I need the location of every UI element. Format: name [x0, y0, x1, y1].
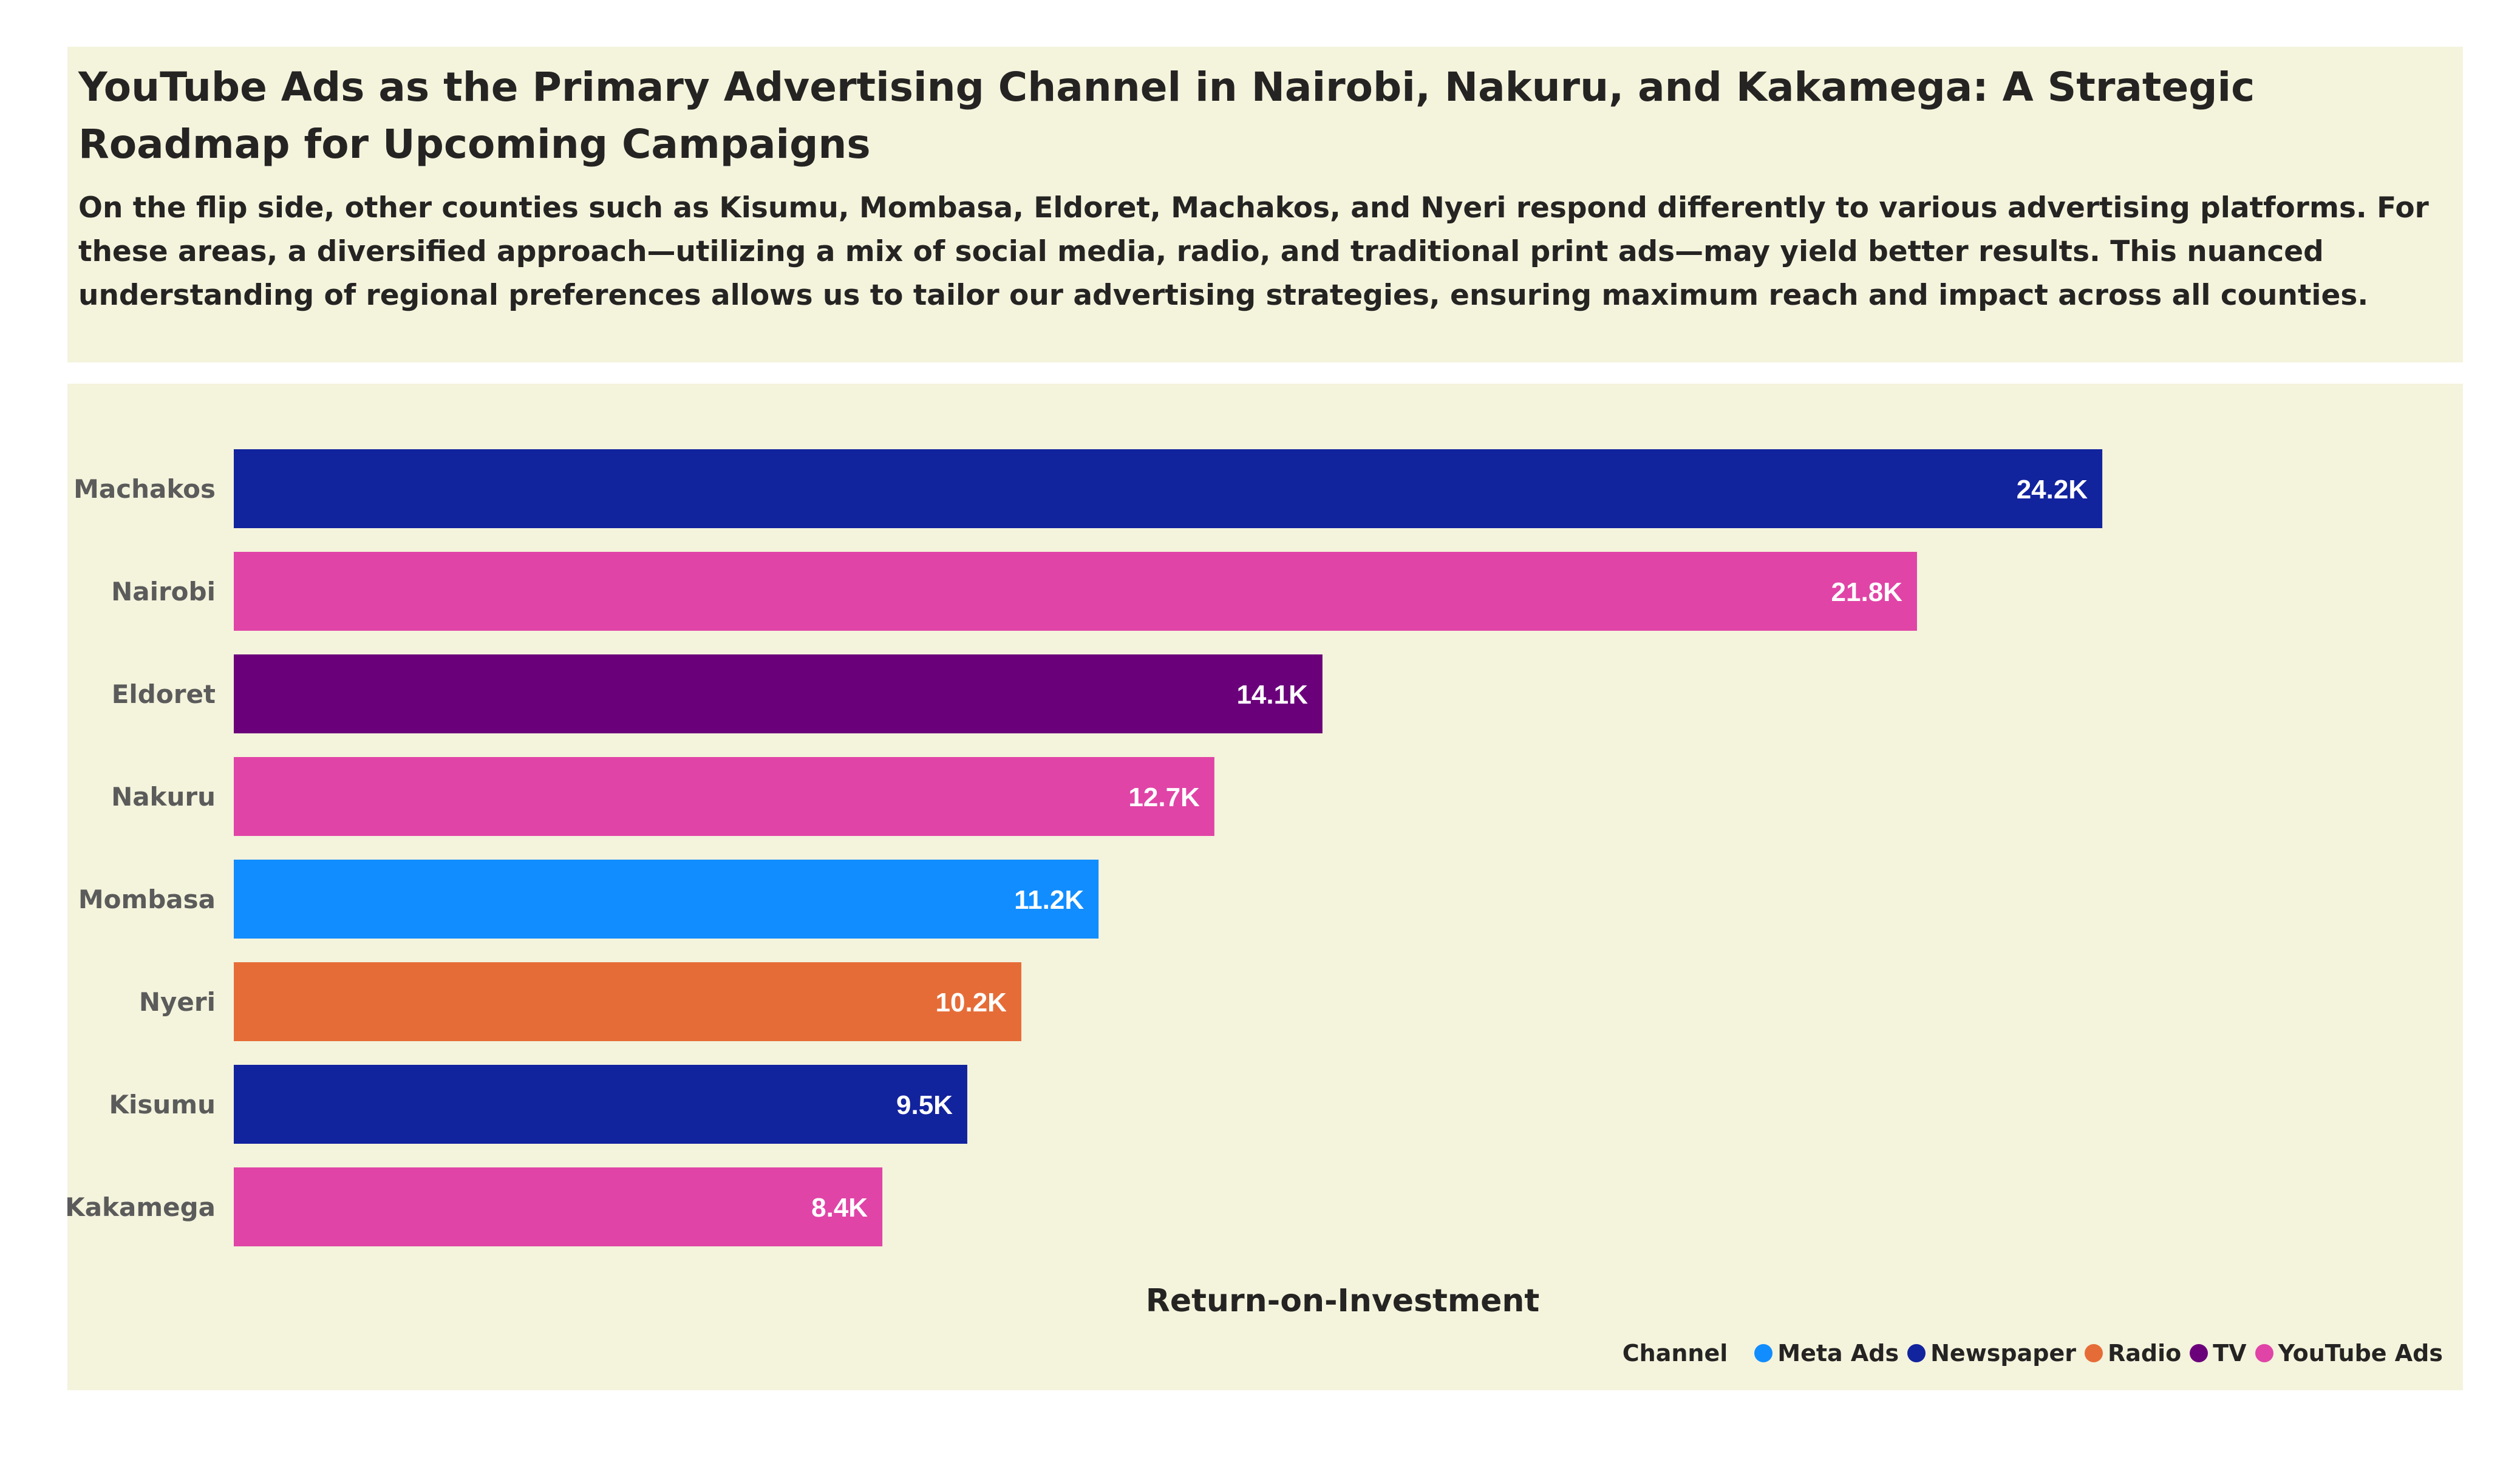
bar-mombasa[interactable] [234, 860, 1099, 939]
legend-label: Radio [2107, 1340, 2182, 1367]
bar-nyeri[interactable] [234, 962, 1021, 1041]
legend-item[interactable]: Radio [2084, 1340, 2182, 1367]
legend-item[interactable]: YouTube Ads [2255, 1340, 2443, 1367]
legend-item[interactable]: Newspaper [1907, 1340, 2076, 1367]
category-label: Nyeri [139, 987, 216, 1017]
data-label: 12.7K [1128, 783, 1200, 812]
bar-kakamega[interactable] [234, 1167, 883, 1246]
legend: Channel Meta Ads Newspaper Radio TV YouTube … [1623, 1340, 2443, 1367]
legend-dot-icon [2084, 1344, 2103, 1362]
data-label: 24.2K [2017, 475, 2088, 504]
data-label: 10.2K [936, 988, 1007, 1017]
bar-machakos[interactable] [234, 449, 2103, 528]
data-label: 9.5K [896, 1090, 953, 1120]
bar-nairobi[interactable] [234, 552, 1917, 631]
legend-label: Meta Ads [1777, 1340, 1899, 1367]
x-axis-title: Return-on-Investment [1146, 1283, 1539, 1319]
data-label: 11.2K [1014, 885, 1084, 915]
category-label: Mombasa [78, 885, 216, 914]
data-label: 21.8K [1831, 577, 1903, 607]
category-label: Kisumu [109, 1090, 216, 1119]
legend-label: Newspaper [1930, 1340, 2076, 1367]
bar-nakuru[interactable] [234, 757, 1214, 836]
category-label: Nairobi [111, 577, 216, 606]
category-label: Kakamega [67, 1192, 216, 1222]
legend-dot-icon [2255, 1344, 2273, 1362]
page-subtitle: On the flip side, other counties such as… [78, 191, 2429, 312]
bar-eldoret[interactable] [234, 654, 1323, 733]
category-label: Eldoret [112, 679, 216, 709]
legend-item[interactable]: Meta Ads [1754, 1340, 1899, 1367]
legend-dot-icon [1907, 1344, 1926, 1362]
data-label: 14.1K [1236, 680, 1308, 710]
legend-dot-icon [1754, 1344, 1773, 1362]
roi-bar-chart: Machakos 24.2K Nairobi 21.8K Eldoret 14.1K Nak… [67, 449, 2103, 1319]
legend-title: Channel [1622, 1340, 1728, 1367]
chart-panel: Machakos 24.2K Nairobi 21.8K Eldoret 14.1K Nak… [67, 384, 2463, 1390]
legend-item[interactable]: TV [2190, 1340, 2247, 1367]
category-label: Nakuru [111, 782, 216, 812]
data-label: 8.4K [811, 1193, 868, 1223]
header-panel: YouTube Ads as the Primary Advertising C… [67, 47, 2463, 362]
bar-kisumu[interactable] [234, 1065, 967, 1144]
category-label: Machakos [73, 474, 216, 504]
legend-dot-icon [2190, 1344, 2208, 1362]
legend-label: YouTube Ads [2278, 1340, 2443, 1367]
legend-label: TV [2213, 1340, 2247, 1367]
page-title: YouTube Ads as the Primary Advertising C… [78, 64, 2255, 168]
